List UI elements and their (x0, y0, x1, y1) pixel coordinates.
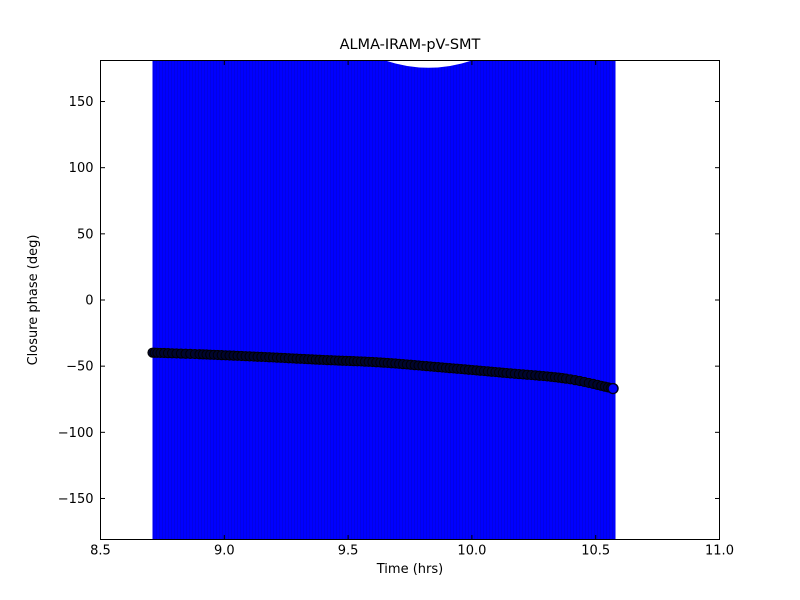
chart-geometry: 8.5 9.0 9.5 10.0 10.5 11.0 −150 −100 −50 0 50 100 15… (58, 60, 734, 559)
x-tick-label: 10.5 (581, 544, 610, 559)
x-tick-label: 8.5 (90, 544, 111, 559)
data-series (147, 347, 619, 395)
y-tick-label: 150 (69, 95, 94, 110)
y-tick-label: 50 (77, 227, 94, 242)
x-tick-label: 9.5 (338, 544, 359, 559)
x-axis-label: Time (hrs) (376, 562, 443, 577)
y-tick-label: −100 (58, 426, 94, 441)
y-tick-label: 0 (85, 294, 93, 309)
x-tick-label: 10.0 (457, 544, 486, 559)
y-axis-label: Closure phase (deg) (26, 235, 41, 366)
y-tick-label: −150 (58, 492, 94, 507)
x-tick-label: 11.0 (705, 544, 734, 559)
last-data-point-marker (607, 382, 619, 395)
x-tick-label: 9.0 (214, 544, 235, 559)
errorbar-band (152, 60, 616, 540)
plot-title: ALMA-IRAM-pV-SMT (340, 37, 481, 53)
y-tick-label: 100 (69, 161, 94, 176)
y-tick-label: −50 (66, 360, 93, 375)
